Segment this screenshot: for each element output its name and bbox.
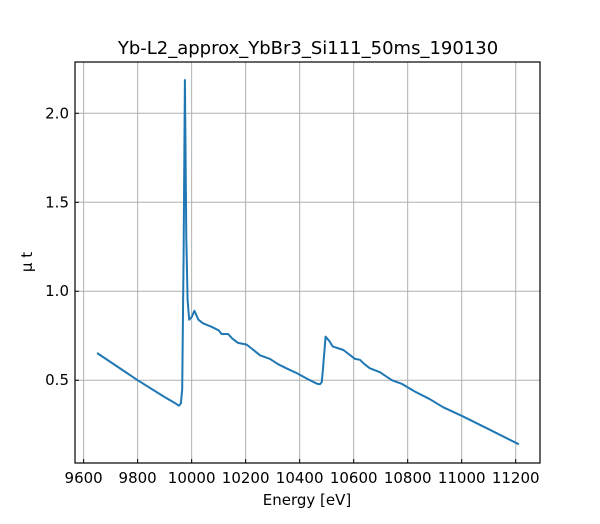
y-axis-label: μ t [18, 252, 36, 272]
x-tick-label: 11000 [438, 469, 486, 487]
y-tick-label: 2.0 [45, 104, 69, 122]
x-tick-label: 10200 [222, 469, 270, 487]
y-tick-label: 1.0 [45, 282, 69, 300]
x-tick-label: 10600 [330, 469, 378, 487]
y-axis-ticks: 0.5 1.0 1.5 2.0 [45, 104, 79, 389]
y-tick-label: 0.5 [45, 371, 69, 389]
x-axis-label: Energy [eV] [263, 491, 351, 509]
x-tick-label: 9800 [119, 469, 157, 487]
plot-frame [74, 61, 541, 464]
x-tick-label: 10400 [276, 469, 324, 487]
chart-title: Yb-L2_approx_YbBr3_Si111_50ms_190130 [117, 38, 498, 59]
x-tick-label: 10800 [384, 469, 432, 487]
x-tick-label: 10000 [168, 469, 216, 487]
series-line [96, 79, 520, 446]
x-tick-label: 9600 [65, 469, 103, 487]
x-axis-ticks: 9600 9800 10000 10200 10400 10600 10800 11000 11… [65, 459, 540, 487]
grid [75, 62, 540, 463]
y-tick-label: 1.5 [45, 193, 69, 211]
x-tick-label: 11200 [492, 469, 540, 487]
